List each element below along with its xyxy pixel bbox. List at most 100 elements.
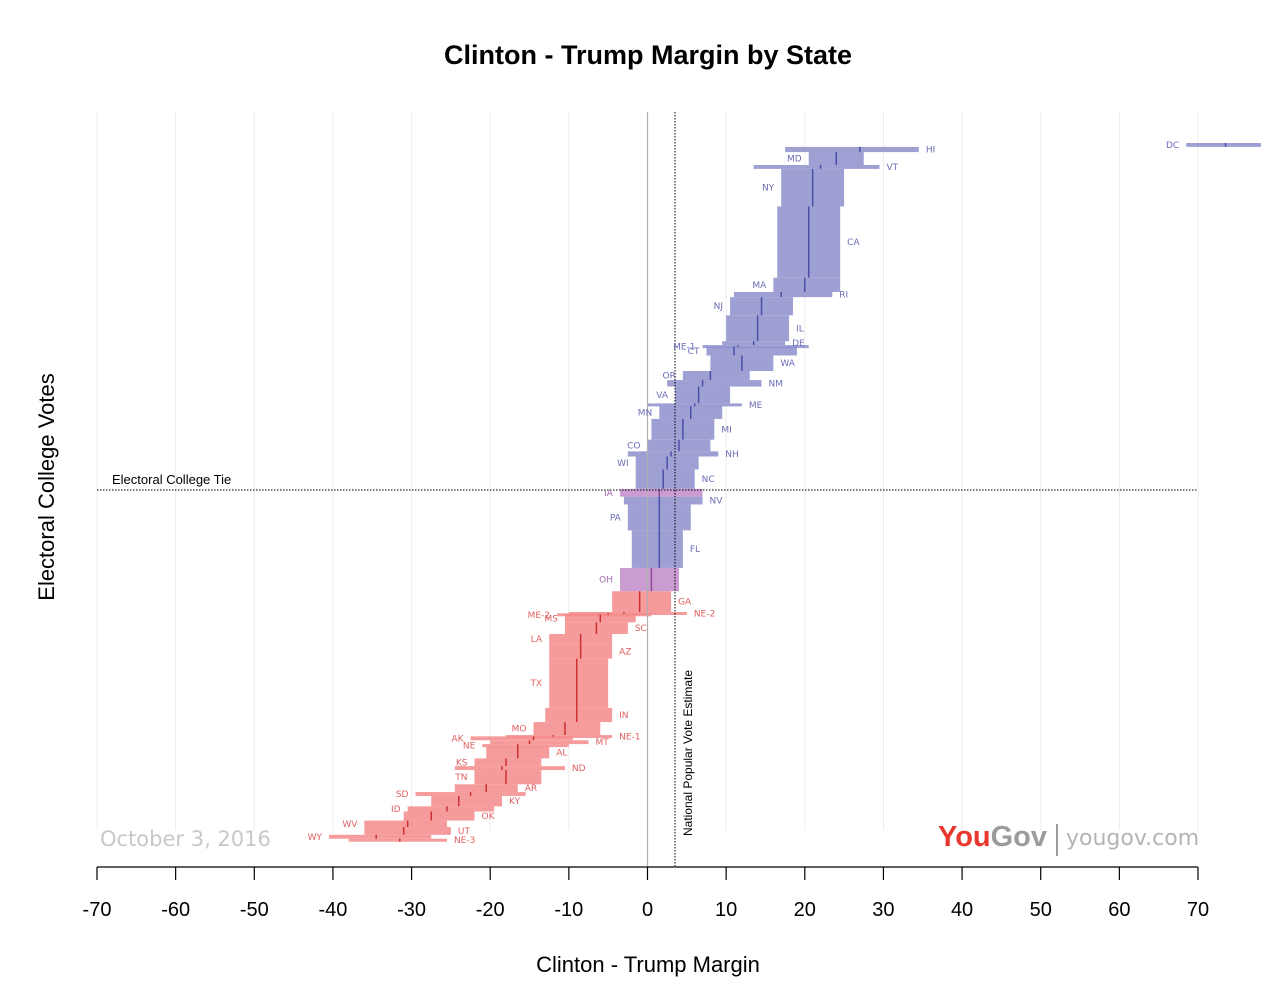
y-axis-title: Electoral College Votes xyxy=(34,373,59,600)
state-label-il: IL xyxy=(796,324,804,334)
state-label-ar: AR xyxy=(525,784,537,794)
bar-in xyxy=(545,707,613,723)
state-label-tn: TN xyxy=(454,773,467,783)
x-tick-label-4: -30 xyxy=(397,899,426,921)
date-watermark: October 3, 2016 xyxy=(100,827,271,851)
bar-mo xyxy=(533,722,601,736)
state-label-nm: NM xyxy=(769,379,784,389)
state-label-ne-3: NE-3 xyxy=(454,836,475,846)
state-label-al: AL xyxy=(556,749,567,759)
bar-ok xyxy=(403,811,475,821)
x-tick-label-8: 10 xyxy=(715,899,737,921)
state-label-fl: FL xyxy=(690,545,700,555)
state-label-ca: CA xyxy=(847,238,860,248)
state-labels: DC HI MD VT NY CA MA RI NJ IL DE ME-1CT WA OR NM VA ME MN… xyxy=(308,141,1180,846)
state-label-la: LA xyxy=(531,635,543,645)
x-tick-label-3: -40 xyxy=(318,899,347,921)
bar-fl xyxy=(631,530,683,568)
yougov-logo: YouGov yougov.com xyxy=(938,821,1199,856)
x-tick-label-5: -20 xyxy=(476,899,505,921)
state-label-sc: SC xyxy=(635,624,647,634)
x-tick-label-14: 70 xyxy=(1187,899,1209,921)
bar-nm xyxy=(667,380,762,387)
bar-ia xyxy=(619,488,703,497)
state-label-id: ID xyxy=(391,805,401,815)
state-label-ak: AK xyxy=(451,734,464,744)
bar-ct xyxy=(706,346,797,356)
state-label-de: DE xyxy=(792,339,805,349)
bar-ky xyxy=(431,795,503,807)
state-label-me: ME xyxy=(749,401,763,411)
x-tick-label-11: 40 xyxy=(951,899,973,921)
x-tick-label-0: -70 xyxy=(83,899,112,921)
state-label-ok: OK xyxy=(481,812,495,822)
x-tick-label-6: -10 xyxy=(554,899,583,921)
bar-wy xyxy=(328,834,432,839)
bar-hi xyxy=(785,146,919,153)
state-label-nc: NC xyxy=(702,475,715,485)
state-label-nd: ND xyxy=(572,764,586,774)
state-label-wi: WI xyxy=(617,459,629,469)
bar-nh xyxy=(627,451,719,457)
x-tick-label-9: 20 xyxy=(794,899,816,921)
state-label-ut: UT xyxy=(458,827,471,837)
state-label-wy: WY xyxy=(308,833,323,843)
chart-title: Clinton - Trump Margin by State xyxy=(444,40,852,70)
state-label-ny: NY xyxy=(762,184,775,194)
bar-oh xyxy=(619,567,679,592)
bar-ut xyxy=(364,827,451,835)
state-label-co: CO xyxy=(627,442,640,452)
state-label-va: VA xyxy=(656,391,669,401)
state-label-mn: MN xyxy=(638,408,653,418)
state-label-or: OR xyxy=(663,372,676,382)
state-label-ct: CT xyxy=(688,347,700,357)
state-label-ms: MS xyxy=(544,614,558,624)
bar-vt xyxy=(753,165,880,169)
x-tick-label-10: 30 xyxy=(872,899,894,921)
state-label-tx: TX xyxy=(530,679,543,689)
state-label-vt: VT xyxy=(886,163,898,173)
reference-lines xyxy=(97,112,1198,866)
state-label-in: IN xyxy=(619,711,628,721)
state-label-nv: NV xyxy=(710,497,724,507)
x-axis-title: Clinton - Trump Margin xyxy=(536,952,760,977)
svg-text:YouGov: YouGov xyxy=(938,821,1047,853)
state-label-sd: SD xyxy=(396,790,409,800)
state-label-az: AZ xyxy=(619,647,631,657)
state-label-ne: NE xyxy=(463,742,476,752)
state-label-mi: MI xyxy=(721,425,731,435)
gridlines xyxy=(96,112,1199,830)
state-label-oh: OH xyxy=(599,576,613,586)
state-bars xyxy=(328,143,1261,842)
bar-dc xyxy=(1186,143,1261,147)
bar-ks xyxy=(474,758,542,767)
bar-mt xyxy=(490,740,589,745)
state-label-mo: MO xyxy=(512,725,527,735)
bar-nd xyxy=(454,766,565,771)
x-axis: -70 -60 -50 -40 -30 -20 -10 0 10 20 30 40 50 60 70 xyxy=(83,866,1209,921)
logo-gov: Gov xyxy=(991,821,1047,853)
state-label-dc: DC xyxy=(1166,141,1179,151)
state-label-pa: PA xyxy=(610,513,622,523)
bar-or xyxy=(682,371,750,381)
x-tick-label-12: 50 xyxy=(1030,899,1052,921)
state-label-me-2: ME-2 xyxy=(528,611,550,621)
bar-ne-3 xyxy=(348,838,447,842)
state-label-ne-1: NE-1 xyxy=(619,733,640,743)
state-label-ga: GA xyxy=(678,598,692,608)
bar-wv xyxy=(364,820,447,828)
state-label-wa: WA xyxy=(780,359,795,369)
bar-ri xyxy=(734,291,833,298)
state-label-ks: KS xyxy=(456,758,468,768)
bar-ak xyxy=(470,736,573,741)
state-label-ky: KY xyxy=(509,797,521,807)
logo-url: yougov.com xyxy=(1066,826,1199,851)
state-label-ne-2: NE-2 xyxy=(694,609,715,619)
state-label-nh: NH xyxy=(725,450,739,460)
popular-vote-label: National Popular Vote Estimate xyxy=(681,670,695,836)
x-tick-label-1: -60 xyxy=(161,899,190,921)
state-label-wv: WV xyxy=(342,820,358,830)
state-label-md: MD xyxy=(787,155,802,165)
x-tick-label-2: -50 xyxy=(240,899,269,921)
